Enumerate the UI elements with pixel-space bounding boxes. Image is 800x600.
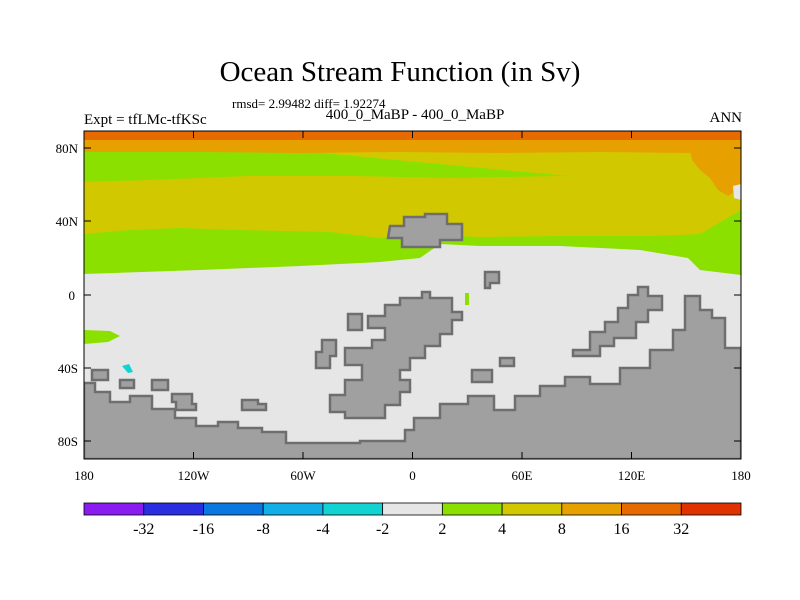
land-north-continent: [386, 212, 464, 249]
colorbar-swatch: [621, 502, 682, 516]
y-axis: 80N 40N 0 40S 80S: [56, 141, 741, 449]
colorbar: -32 -16 -8 -4 -2 2 4 8 16 32: [83, 502, 742, 538]
colorbar-swatch: [680, 502, 742, 516]
y-label-40s: 40S: [58, 361, 78, 376]
land-island-9: [90, 368, 110, 382]
land-island-7: [170, 392, 198, 412]
band-8-16-arctic-lobe: [690, 150, 741, 196]
colorbar-swatch: [262, 502, 324, 516]
land-island-8: [240, 398, 268, 412]
plot-title: Ocean Stream Function (in Sv): [219, 56, 581, 88]
colorbar-swatch: [83, 502, 145, 516]
band-4-8-north: [84, 131, 741, 238]
land-island-1: [483, 270, 501, 290]
colorbar-swatch: [382, 502, 443, 516]
colorbar-swatch: [501, 502, 563, 516]
colorbar-label: -4: [316, 521, 329, 538]
land-island-5: [470, 368, 494, 384]
map-field: [84, 131, 741, 459]
y-label-80n: 80N: [56, 141, 79, 156]
x-label-120e: 120E: [618, 468, 646, 483]
period-label: 400_0_MaBP - 400_0_MaBP: [325, 107, 505, 123]
x-axis: 180 120W 60W 0 60E 120E 180: [74, 131, 751, 483]
x-label-60e: 60E: [512, 468, 533, 483]
land-island-10: [118, 378, 136, 390]
land-africa-like: [328, 290, 464, 420]
colorbar-label: 4: [498, 521, 506, 538]
colorbar-label: -32: [133, 521, 154, 538]
colorbar-swatch: [441, 502, 503, 516]
colorbar-label: 8: [558, 521, 566, 538]
band-2-4-equator-speck: [465, 293, 469, 305]
x-label-0: 0: [409, 468, 416, 483]
negative-patch: [122, 364, 133, 373]
land-island-2: [346, 312, 364, 332]
colorbar-label: 32: [673, 521, 689, 538]
colorbar-swatch: [203, 502, 264, 516]
x-label-60w: 60W: [290, 468, 316, 483]
experiment-label: Expt = tfLMc-tfKSc: [84, 112, 207, 128]
y-label-40n: 40N: [56, 214, 79, 229]
near-zero-arctic-hole: [733, 184, 741, 200]
land-island-6: [150, 378, 170, 392]
land-island-3: [314, 338, 338, 370]
land-south-continent: [84, 294, 741, 459]
landmasses: [84, 212, 741, 459]
season-label: ANN: [709, 110, 743, 126]
x-label-180w: 180: [74, 468, 94, 483]
land-island-4: [498, 356, 516, 368]
colorbar-label: -8: [257, 521, 270, 538]
colorbar-label: -16: [193, 521, 214, 538]
colorbar-label: 2: [438, 521, 446, 538]
colorbar-swatch: [143, 502, 204, 516]
x-label-120w: 120W: [178, 468, 211, 483]
band-2-4-south-patch: [84, 330, 120, 344]
colorbar-swatch: [322, 502, 384, 516]
colorbar-swatch: [561, 502, 622, 516]
band-4-8-mid: [84, 174, 741, 200]
land-sea-continent: [571, 285, 664, 358]
colorbar-label: -2: [376, 521, 389, 538]
y-label-80s: 80S: [58, 434, 78, 449]
y-label-0: 0: [69, 288, 76, 303]
colorbar-label: 16: [614, 521, 630, 538]
plot-subtitle: rmsd= 2.99482 diff= 1.92274: [232, 96, 386, 111]
x-label-180e: 180: [731, 468, 751, 483]
